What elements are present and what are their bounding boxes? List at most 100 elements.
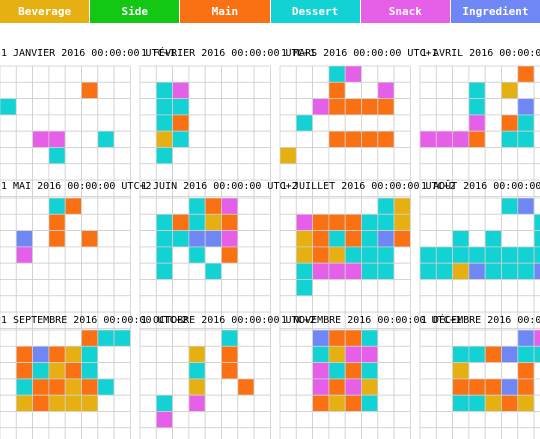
- day-cell[interactable]: [295, 230, 313, 248]
- day-cell[interactable]: [468, 147, 486, 165]
- day-cell[interactable]: [435, 394, 453, 412]
- day-cell[interactable]: [435, 65, 453, 83]
- day-cell[interactable]: [204, 345, 222, 363]
- day-cell[interactable]: [435, 411, 453, 429]
- day-cell[interactable]: [279, 65, 297, 83]
- day-cell[interactable]: [172, 295, 190, 313]
- day-cell[interactable]: [15, 163, 33, 181]
- day-cell[interactable]: [253, 147, 271, 165]
- day-cell[interactable]: [0, 230, 17, 248]
- day-cell[interactable]: [419, 230, 437, 248]
- day-cell[interactable]: [328, 362, 346, 380]
- day-cell[interactable]: [344, 262, 362, 280]
- day-cell[interactable]: [344, 197, 362, 215]
- day-cell[interactable]: [97, 147, 115, 165]
- day-cell[interactable]: [312, 230, 330, 248]
- day-cell[interactable]: [188, 411, 206, 429]
- day-cell[interactable]: [172, 114, 190, 132]
- day-cell[interactable]: [81, 262, 99, 280]
- legend-item-side[interactable]: Side: [90, 0, 181, 23]
- day-cell[interactable]: [64, 411, 82, 429]
- day-cell[interactable]: [393, 378, 411, 396]
- day-cell[interactable]: [113, 279, 131, 297]
- day-cell[interactable]: [204, 114, 222, 132]
- day-cell[interactable]: [328, 378, 346, 396]
- day-cell[interactable]: [48, 197, 66, 215]
- day-cell[interactable]: [97, 279, 115, 297]
- day-cell[interactable]: [435, 362, 453, 380]
- day-cell[interactable]: [468, 246, 486, 264]
- day-cell[interactable]: [139, 230, 157, 248]
- day-cell[interactable]: [501, 163, 519, 181]
- day-cell[interactable]: [97, 378, 115, 396]
- day-cell[interactable]: [237, 427, 255, 439]
- day-cell[interactable]: [0, 345, 17, 363]
- day-cell[interactable]: [328, 114, 346, 132]
- day-cell[interactable]: [517, 98, 535, 116]
- day-cell[interactable]: [0, 262, 17, 280]
- day-cell[interactable]: [468, 98, 486, 116]
- day-cell[interactable]: [155, 378, 174, 396]
- day-cell[interactable]: [15, 81, 33, 100]
- day-cell[interactable]: [113, 163, 131, 181]
- day-cell[interactable]: [237, 130, 255, 148]
- legend-item-beverage[interactable]: Beverage: [0, 0, 91, 23]
- day-cell[interactable]: [81, 345, 99, 363]
- day-cell[interactable]: [435, 295, 453, 313]
- day-cell[interactable]: [64, 279, 82, 297]
- day-cell[interactable]: [501, 411, 519, 429]
- day-cell[interactable]: [419, 411, 437, 429]
- day-cell[interactable]: [221, 295, 239, 313]
- day-cell[interactable]: [155, 197, 174, 215]
- day-cell[interactable]: [32, 197, 50, 215]
- day-cell[interactable]: [155, 114, 174, 132]
- day-cell[interactable]: [484, 279, 502, 297]
- day-cell[interactable]: [468, 411, 486, 429]
- day-cell[interactable]: [344, 394, 362, 412]
- day-cell[interactable]: [344, 279, 362, 297]
- day-cell[interactable]: [468, 378, 486, 396]
- day-cell[interactable]: [517, 378, 535, 396]
- day-cell[interactable]: [48, 427, 66, 439]
- day-cell[interactable]: [312, 345, 330, 363]
- day-cell[interactable]: [377, 81, 395, 100]
- day-cell[interactable]: [188, 427, 206, 439]
- day-cell[interactable]: [237, 329, 255, 347]
- day-cell[interactable]: [0, 378, 17, 396]
- day-cell[interactable]: [501, 394, 519, 412]
- day-cell[interactable]: [32, 147, 50, 165]
- day-cell[interactable]: [328, 197, 346, 215]
- day-cell[interactable]: [204, 262, 222, 280]
- day-cell[interactable]: [237, 98, 255, 116]
- day-cell[interactable]: [221, 378, 239, 396]
- day-cell[interactable]: [32, 114, 50, 132]
- day-cell[interactable]: [237, 394, 255, 412]
- day-cell[interactable]: [501, 378, 519, 396]
- day-cell[interactable]: [172, 262, 190, 280]
- day-cell[interactable]: [468, 279, 486, 297]
- day-cell[interactable]: [188, 213, 206, 232]
- day-cell[interactable]: [0, 411, 17, 429]
- day-cell[interactable]: [81, 81, 99, 100]
- day-cell[interactable]: [361, 65, 379, 83]
- day-cell[interactable]: [533, 130, 540, 148]
- day-cell[interactable]: [237, 411, 255, 429]
- day-cell[interactable]: [97, 213, 115, 232]
- day-cell[interactable]: [48, 246, 66, 264]
- day-cell[interactable]: [155, 295, 174, 313]
- day-cell[interactable]: [279, 197, 297, 215]
- day-cell[interactable]: [81, 329, 99, 347]
- day-cell[interactable]: [393, 262, 411, 280]
- day-cell[interactable]: [484, 114, 502, 132]
- day-cell[interactable]: [81, 378, 99, 396]
- day-cell[interactable]: [155, 213, 174, 232]
- day-cell[interactable]: [172, 213, 190, 232]
- day-cell[interactable]: [501, 147, 519, 165]
- day-cell[interactable]: [0, 163, 17, 181]
- day-cell[interactable]: [377, 279, 395, 297]
- day-cell[interactable]: [435, 98, 453, 116]
- day-cell[interactable]: [361, 81, 379, 100]
- day-cell[interactable]: [221, 213, 239, 232]
- day-cell[interactable]: [419, 262, 437, 280]
- day-cell[interactable]: [15, 147, 33, 165]
